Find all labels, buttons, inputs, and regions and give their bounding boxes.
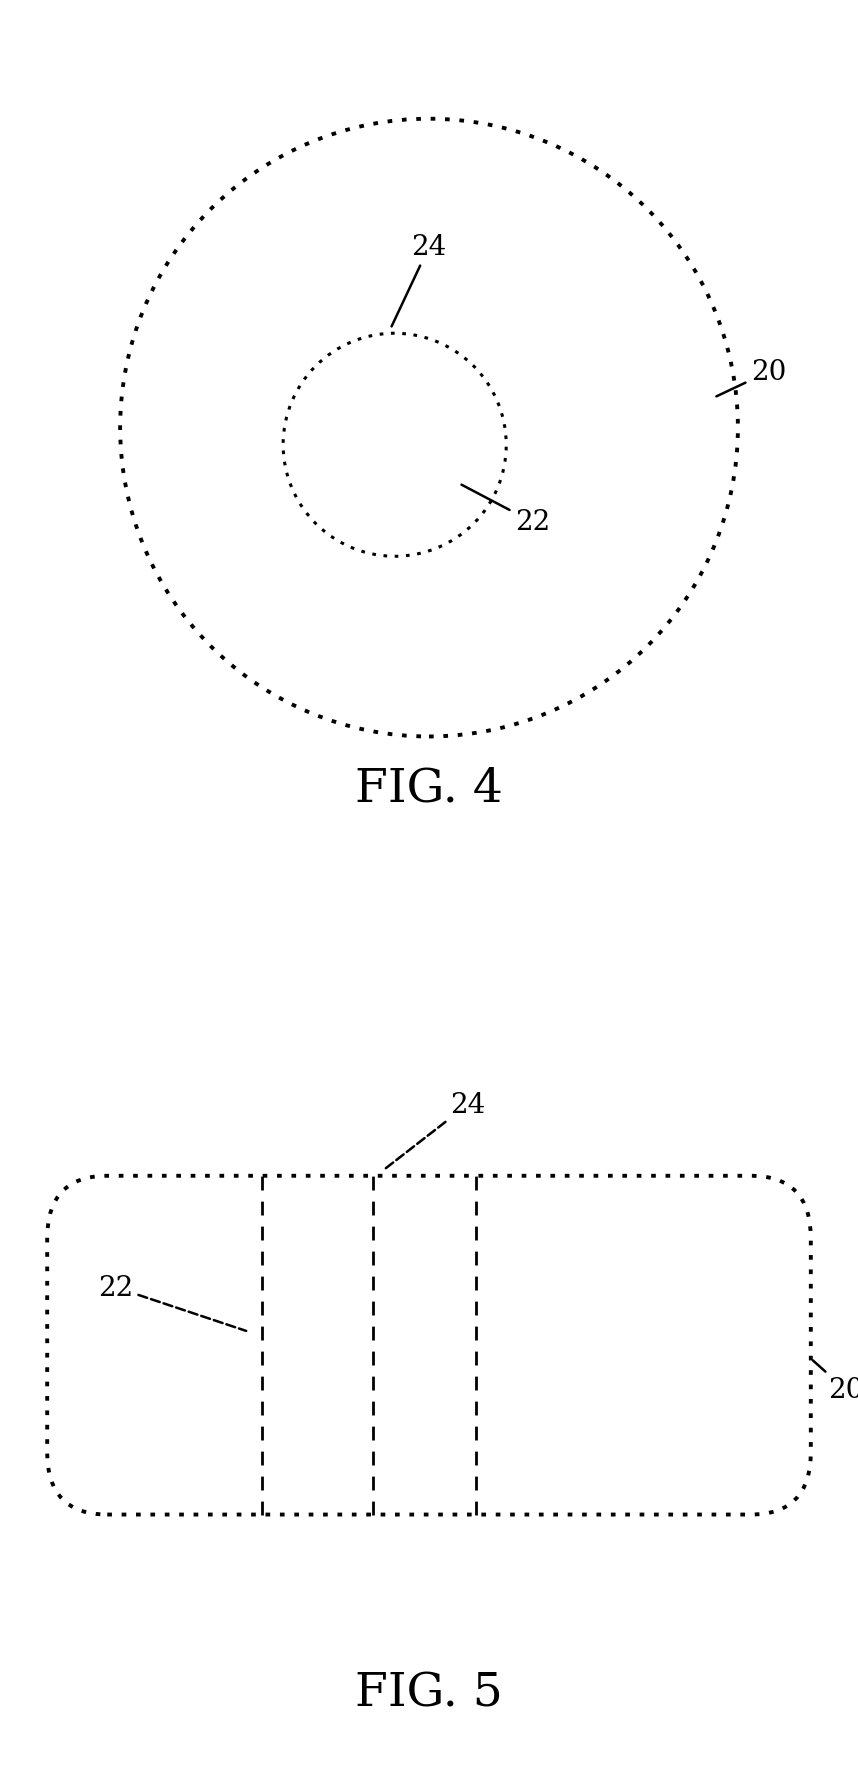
Text: FIG. 4: FIG. 4 [355, 766, 503, 811]
Text: 22: 22 [98, 1274, 246, 1331]
Text: FIG. 5: FIG. 5 [355, 1670, 503, 1716]
Text: 24: 24 [391, 233, 447, 328]
Text: 22: 22 [462, 485, 550, 536]
Text: 20: 20 [813, 1361, 858, 1404]
Text: 20: 20 [716, 360, 786, 397]
Text: 24: 24 [384, 1091, 486, 1171]
